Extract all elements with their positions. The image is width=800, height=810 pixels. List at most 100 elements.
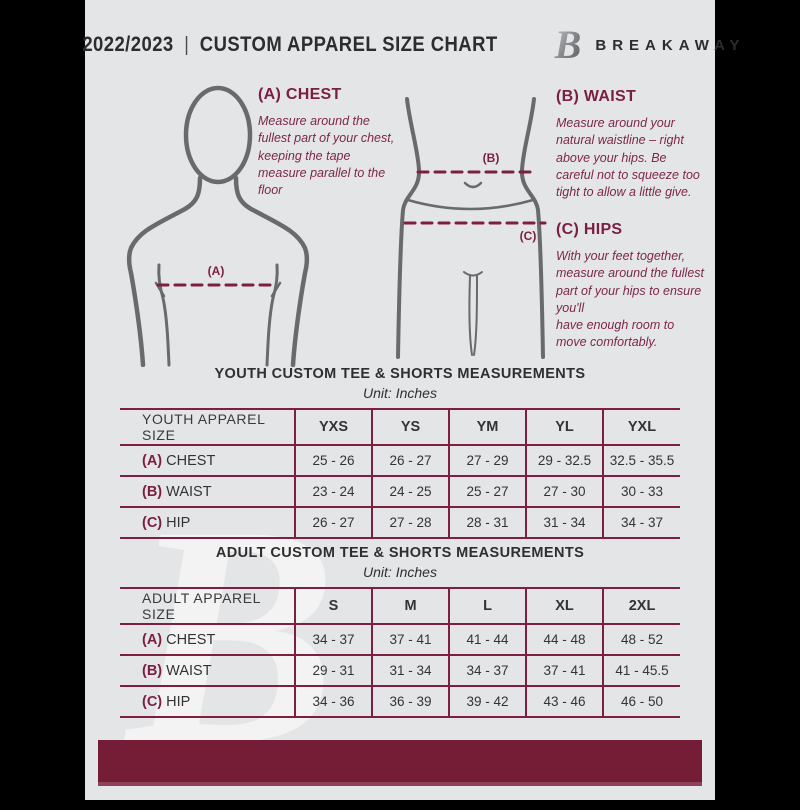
measurement-cell: 39 - 42 — [448, 686, 526, 717]
table-row: (B) WAIST 29 - 31 31 - 34 34 - 37 37 - 41 41 … — [120, 655, 680, 686]
measurement-cell: 28 - 31 — [448, 507, 526, 538]
left-torso-leg — [396, 97, 422, 359]
left-inner-leg — [468, 275, 473, 356]
measurement-cell: 25 - 26 — [294, 445, 372, 476]
measurement-cell: 34 - 37 — [294, 624, 372, 655]
measurement-cell: 37 - 41 — [371, 624, 449, 655]
upper-body-diagram: (A) — [126, 85, 310, 367]
size-column-header: L — [448, 588, 526, 624]
row-label: (B) WAIST — [120, 476, 295, 507]
size-column-header: YXL — [602, 409, 680, 445]
title-divider: | — [184, 33, 190, 56]
row-label-text: CHEST — [166, 631, 216, 648]
measurement-cell: 29 - 31 — [294, 655, 372, 686]
measurement-cell: 48 - 52 — [602, 624, 680, 655]
table-row: (C) HIP 26 - 27 27 - 28 28 - 31 31 - 34 34 - … — [120, 507, 680, 538]
right-inner-leg — [473, 275, 478, 356]
left-shoulder-arm — [126, 175, 203, 367]
row-label: (C) HIP — [120, 686, 295, 717]
row-label: (B) WAIST — [120, 655, 295, 686]
youth-table-title: YOUTH CUSTOM TEE & SHORTS MEASUREMENTS — [214, 366, 586, 382]
brand-logo: B BREAKAWAY — [544, 22, 745, 68]
chest-instruction: (A) CHEST Measure around the fullest par… — [258, 86, 396, 199]
row-label-text: HIP — [166, 693, 191, 710]
waist-heading: (B) WAIST — [556, 88, 637, 105]
youth-section: YOUTH CUSTOM TEE & SHORTS MEASUREMENTS U… — [120, 366, 680, 539]
row-label-text: HIP — [166, 514, 191, 531]
size-column-header: 2XL — [602, 588, 680, 624]
adult-section: ADULT CUSTOM TEE & SHORTS MEASUREMENTS U… — [120, 545, 680, 718]
row-label: (A) CHEST — [120, 624, 295, 655]
size-column-header: S — [294, 588, 372, 624]
season-year: 2022/2023 — [82, 33, 175, 56]
measurement-cell: 26 - 27 — [371, 445, 449, 476]
adult-table-title: ADULT CUSTOM TEE & SHORTS MEASUREMENTS — [215, 545, 585, 561]
waist-instruction: (B) WAIST Measure around your natural wa… — [556, 88, 701, 201]
measurement-cell: 27 - 30 — [525, 476, 603, 507]
row-label-text: WAIST — [166, 483, 212, 500]
table-row: (C) HIP 34 - 36 36 - 39 39 - 42 43 - 46 46 - … — [120, 686, 680, 717]
hips-body-text: With your feet together, measure around … — [556, 249, 705, 350]
right-torso-leg — [519, 97, 545, 359]
measurement-cell: 27 - 28 — [371, 507, 449, 538]
row-prefix: (A) — [142, 452, 163, 469]
measurement-cell: 31 - 34 — [525, 507, 603, 538]
size-column-header: YM — [448, 409, 526, 445]
row-prefix: (C) — [142, 514, 163, 531]
row-label-text: CHEST — [166, 452, 216, 469]
measurement-cell: 44 - 48 — [525, 624, 603, 655]
right-chest-side — [265, 263, 279, 367]
row-prefix: (A) — [142, 631, 163, 648]
table-row: (A) CHEST 34 - 37 37 - 41 41 - 44 44 - 48 48 … — [120, 624, 680, 655]
hip-crease — [406, 198, 535, 211]
row-label-text: WAIST — [166, 662, 212, 679]
youth-size-table: YOUTH APPAREL SIZE YXS YS YM YL YXL (A) CHEST 2… — [120, 408, 680, 539]
measurement-cell: 29 - 32.5 — [525, 445, 603, 476]
size-column-header: YS — [371, 409, 449, 445]
adult-table-unit: Unit: Inches — [363, 564, 437, 580]
right-shoulder-arm — [233, 175, 310, 367]
measurement-cell: 30 - 33 — [602, 476, 680, 507]
measurement-cell: 27 - 29 — [448, 445, 526, 476]
measurement-cell: 32.5 - 35.5 — [602, 445, 680, 476]
measurement-cell: 26 - 27 — [294, 507, 372, 538]
size-column-header: YXS — [294, 409, 372, 445]
header: 2022/2023 | CUSTOM APPAREL SIZE CHART B … — [82, 22, 740, 68]
measurement-cell: 25 - 27 — [448, 476, 526, 507]
measurement-cell: 36 - 39 — [371, 686, 449, 717]
size-chart-page: 2022/2023 | CUSTOM APPAREL SIZE CHART B … — [82, 0, 740, 800]
measurement-cell: 41 - 44 — [448, 624, 526, 655]
row-label: (A) CHEST — [120, 445, 295, 476]
youth-table-unit: Unit: Inches — [363, 385, 437, 401]
svg-text:B: B — [554, 22, 582, 67]
hips-heading: (C) HIPS — [556, 221, 623, 238]
footer-bar — [98, 740, 702, 786]
navel — [463, 181, 483, 189]
measurement-cell: 43 - 46 — [525, 686, 603, 717]
measurement-cell: 46 - 50 — [602, 686, 680, 717]
lower-body-diagram: (B) (C) — [396, 97, 547, 359]
measurement-cell: 34 - 37 — [448, 655, 526, 686]
page-title: CUSTOM APPAREL SIZE CHART — [200, 33, 499, 56]
row-prefix: (C) — [142, 693, 163, 710]
waist-label: (B) — [483, 151, 500, 165]
size-label-header: ADULT APPAREL SIZE — [142, 590, 261, 622]
table-header-row: ADULT APPAREL SIZE S M L XL 2XL — [120, 588, 680, 624]
hips-instruction: (C) HIPS With your feet together, measur… — [556, 221, 706, 352]
size-column-header: YL — [525, 409, 603, 445]
table-row: (A) CHEST 25 - 26 26 - 27 27 - 29 29 - 32.5 3… — [120, 445, 680, 476]
brand-name: BREAKAWAY — [595, 36, 746, 54]
row-label: (C) HIP — [120, 507, 295, 538]
chest-heading: (A) CHEST — [258, 86, 342, 103]
hips-label: (C) — [520, 229, 537, 243]
waist-body-text: Measure around your natural waistline – … — [556, 116, 700, 199]
crotch-curve — [463, 271, 483, 277]
table-row: (B) WAIST 23 - 24 24 - 25 25 - 27 27 - 30 30 … — [120, 476, 680, 507]
adult-size-table: ADULT APPAREL SIZE S M L XL 2XL (A) CHEST 34 - … — [120, 587, 680, 718]
chest-body-text: Measure around the fullest part of your … — [258, 114, 395, 197]
size-column-header: M — [371, 588, 449, 624]
row-prefix: (B) — [142, 662, 163, 679]
table-header-row: YOUTH APPAREL SIZE YXS YS YM YL YXL — [120, 409, 680, 445]
size-label-header: YOUTH APPAREL SIZE — [142, 411, 265, 443]
measurement-cell: 34 - 36 — [294, 686, 372, 717]
